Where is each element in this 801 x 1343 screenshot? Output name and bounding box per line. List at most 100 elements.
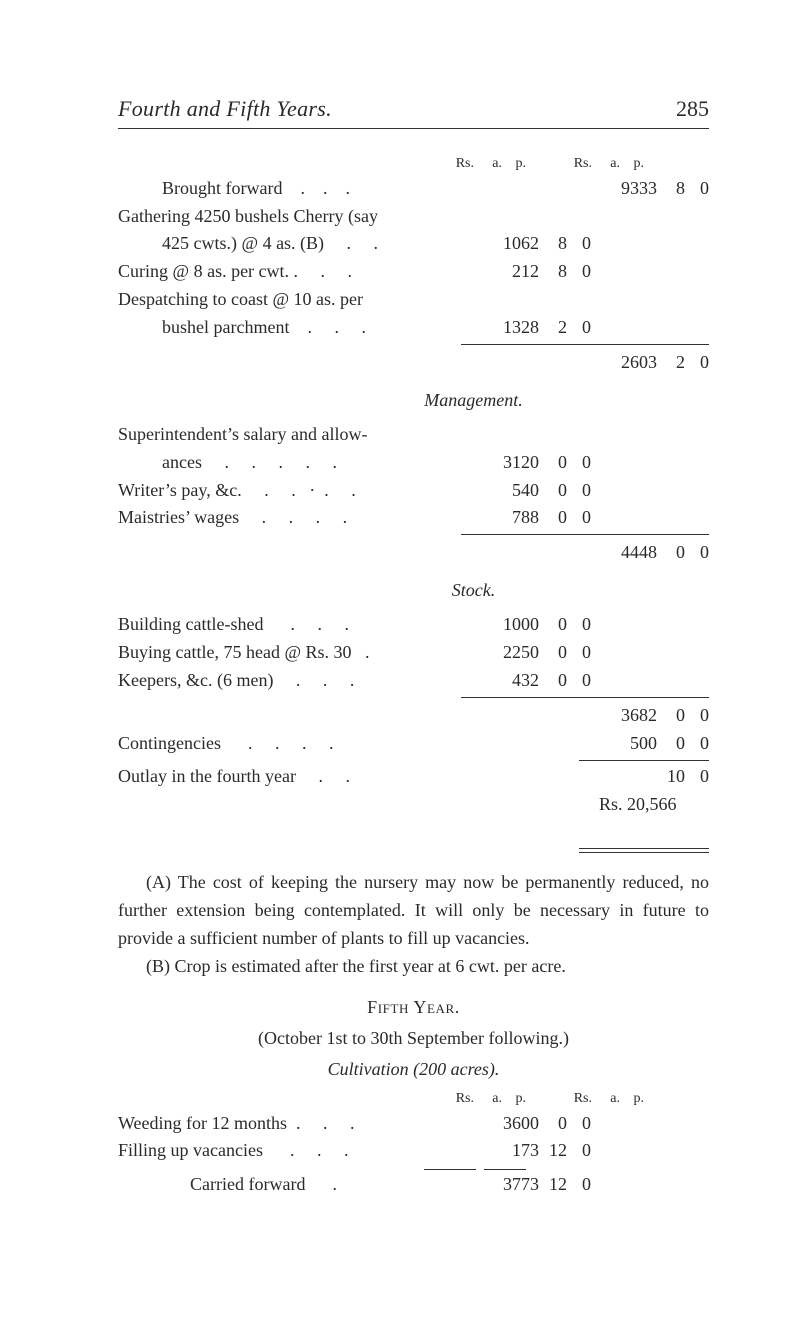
note-b: (B) Crop is estimated after the first ye… — [118, 953, 709, 981]
maistries-a: 0 — [539, 504, 567, 532]
curing-p: 0 — [567, 258, 591, 286]
cult-hdr-rs-right: Rs. — [526, 1088, 592, 1110]
cult-hdr-a-left: a. — [474, 1088, 502, 1110]
row-cattle-shed: Building cattle-shed . . . 1000 0 0 — [118, 611, 709, 639]
row-carried-forward: Carried forward . 3773 12 0 — [118, 1171, 709, 1199]
buy-cattle-label: Buying cattle, 75 head @ Rs. 30 . — [118, 639, 370, 667]
gathering-intro: Gathering 4250 bushels Cherry (say — [118, 203, 378, 231]
despatch-intro: Despatching to coast @ 10 as. per — [118, 286, 363, 314]
weeding-rs: 3600 — [483, 1110, 539, 1138]
filling-a: 12 — [539, 1137, 567, 1165]
row-gathering: 425 cwts.) @ 4 as. (B) . . 1062 8 0 — [118, 230, 709, 258]
carried-forward-p: 0 — [567, 1171, 591, 1199]
stock-total-rs: 3682 — [591, 702, 657, 730]
super-rs: 3120 — [483, 449, 539, 477]
despatch-total-rs: 2603 — [591, 349, 657, 377]
contingencies-a: 0 — [657, 730, 685, 758]
filling-rs: 173 — [483, 1137, 539, 1165]
despatch-a: 2 — [539, 314, 567, 342]
despatch-total-a: 2 — [657, 349, 685, 377]
page: Fourth and Fifth Years. 285 Rs. a. p. Rs… — [0, 0, 801, 1259]
row-despatch-total: 2603 2 0 — [118, 349, 709, 377]
brought-forward-a: 8 — [657, 175, 685, 203]
super-intro: Superintendent’s salary and allow- — [118, 421, 367, 449]
filling-label: Filling up vacancies . . . — [118, 1137, 348, 1165]
row-contingencies: Contingencies . . . . 500 0 0 — [118, 730, 709, 758]
stock-heading: Stock. — [238, 577, 709, 605]
outlay-prefix: Rs. — [599, 794, 627, 814]
contingencies-label: Contingencies . . . . — [118, 730, 333, 758]
carried-forward-a: 12 — [539, 1171, 567, 1199]
cult-hdr-rs-left: Rs. — [418, 1088, 474, 1110]
row-maistries: Maistries’ wages . . . . 788 0 0 — [118, 504, 709, 532]
row-outlay: Outlay in the fourth year . . Rs. 20,566… — [118, 763, 709, 847]
despatch-label: bushel parchment . . . — [118, 314, 366, 342]
rule-management — [118, 532, 709, 539]
ledger-block: Rs. a. p. Rs. a. p. Brought forward . . … — [118, 153, 709, 853]
maistries-p: 0 — [567, 504, 591, 532]
despatch-total-p: 0 — [685, 349, 709, 377]
cattle-shed-p: 0 — [567, 611, 591, 639]
cattle-shed-a: 0 — [539, 611, 567, 639]
gathering-rs: 1062 — [483, 230, 539, 258]
writers-p: 0 — [567, 477, 591, 505]
fifth-year-title: Fifth Year. — [367, 997, 460, 1017]
carried-forward-label: Carried forward . — [118, 1171, 337, 1199]
row-buy-cattle: Buying cattle, 75 head @ Rs. 30 . 2250 0… — [118, 639, 709, 667]
cult-hdr-p-right: p. — [620, 1088, 644, 1110]
hdr-a-left: a. — [474, 153, 502, 175]
curing-label: Curing @ 8 as. per cwt. . . . — [118, 258, 352, 286]
row-curing: Curing @ 8 as. per cwt. . . . 212 8 0 — [118, 258, 709, 286]
super-label: ances . . . . . — [118, 449, 337, 477]
hdr-rs-left: Rs. — [418, 153, 474, 175]
management-heading: Management. — [238, 387, 709, 415]
note-a: (A) The cost of keeping the nursery may … — [118, 869, 709, 953]
hdr-a-right: a. — [592, 153, 620, 175]
row-writers: Writer’s pay, &c. . . · . . 540 0 0 — [118, 477, 709, 505]
notes: (A) The cost of keeping the nursery may … — [118, 869, 709, 981]
gathering-label: 425 cwts.) @ 4 as. (B) . . — [118, 230, 378, 258]
cattle-shed-label: Building cattle-shed . . . — [118, 611, 349, 639]
cultivation-heading: Cultivation (200 acres). — [118, 1059, 709, 1080]
row-stock-total: 3682 0 0 — [118, 702, 709, 730]
contingencies-p: 0 — [685, 730, 709, 758]
cultivation-heading-text: Cultivation (200 acres). — [328, 1059, 500, 1079]
outlay-a: 10 — [657, 763, 685, 791]
stock-total-p: 0 — [685, 702, 709, 730]
management-total-a: 0 — [657, 539, 685, 567]
gathering-p: 0 — [567, 230, 591, 258]
super-a: 0 — [539, 449, 567, 477]
column-headers: Rs. a. p. Rs. a. p. — [118, 153, 709, 175]
rule-outlay-bottom — [118, 846, 709, 853]
row-brought-forward: Brought forward . . . 9333 8 0 — [118, 175, 709, 203]
outlay-p: 0 — [685, 763, 709, 791]
gathering-a: 8 — [539, 230, 567, 258]
stock-total-a: 0 — [657, 702, 685, 730]
despatch-rs: 1328 — [483, 314, 539, 342]
hdr-p-left: p. — [502, 153, 526, 175]
buy-cattle-rs: 2250 — [483, 639, 539, 667]
filling-p: 0 — [567, 1137, 591, 1165]
weeding-label: Weeding for 12 months . . . — [118, 1110, 355, 1138]
buy-cattle-p: 0 — [567, 639, 591, 667]
management-total-rs: 4448 — [591, 539, 657, 567]
keepers-label: Keepers, &c. (6 men) . . . — [118, 667, 354, 695]
running-title: Fourth and Fifth Years. — [118, 96, 332, 122]
curing-a: 8 — [539, 258, 567, 286]
rule-despatch — [118, 342, 709, 349]
hdr-rs-right: Rs. — [526, 153, 592, 175]
cattle-shed-rs: 1000 — [483, 611, 539, 639]
row-weeding: Weeding for 12 months . . . 3600 0 0 — [118, 1110, 709, 1138]
despatch-p: 0 — [567, 314, 591, 342]
cult-hdr-a-right: a. — [592, 1088, 620, 1110]
keepers-rs: 432 — [483, 667, 539, 695]
brought-forward-p: 0 — [685, 175, 709, 203]
hdr-p-right: p. — [620, 153, 644, 175]
rule-stock — [118, 695, 709, 702]
row-gathering-intro: Gathering 4250 bushels Cherry (say — [118, 203, 709, 231]
page-number: 285 — [676, 96, 709, 122]
fifth-year-heading: Fifth Year. — [118, 997, 709, 1018]
management-total-p: 0 — [685, 539, 709, 567]
weeding-p: 0 — [567, 1110, 591, 1138]
cult-hdr-p-left: p. — [502, 1088, 526, 1110]
